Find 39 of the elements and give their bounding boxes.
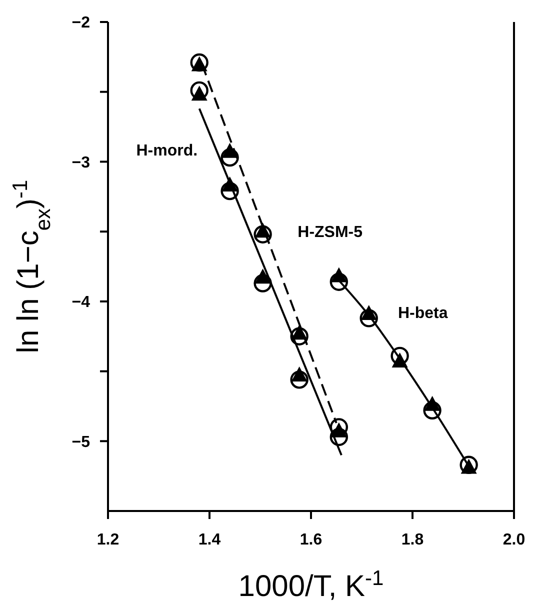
point bbox=[390, 346, 409, 366]
x-tick-label: 1.4 bbox=[198, 531, 221, 548]
y-tick-label: −3 bbox=[72, 154, 90, 172]
point bbox=[330, 428, 348, 446]
point bbox=[290, 327, 308, 346]
point bbox=[330, 267, 347, 282]
point bbox=[330, 272, 348, 291]
x-tick-label: 1.8 bbox=[401, 531, 424, 548]
x-axis-title: 1000/T, K$^{-1}$ bbox=[238, 566, 384, 603]
y-tick-label: −5 bbox=[72, 434, 90, 451]
point bbox=[254, 268, 271, 284]
point bbox=[220, 148, 239, 167]
point bbox=[220, 182, 239, 200]
point bbox=[291, 366, 308, 382]
point bbox=[222, 142, 238, 158]
series-label: H-beta bbox=[398, 305, 448, 322]
point bbox=[291, 324, 308, 340]
point bbox=[460, 456, 478, 474]
point bbox=[460, 458, 477, 474]
x-tick-label: 1.6 bbox=[300, 531, 322, 548]
point bbox=[392, 352, 408, 368]
x-tick-label: 2.0 bbox=[502, 531, 526, 548]
point bbox=[254, 225, 272, 244]
point bbox=[222, 176, 238, 192]
point bbox=[360, 309, 378, 328]
point bbox=[254, 274, 272, 292]
series-label: H-ZSM-5 bbox=[298, 224, 363, 242]
point bbox=[423, 401, 442, 420]
series-label: H-mord. bbox=[136, 142, 198, 160]
x-tick-label: 1.2 bbox=[96, 531, 120, 548]
point bbox=[290, 370, 308, 389]
y-tick-label: −2 bbox=[72, 14, 90, 32]
point bbox=[330, 422, 347, 438]
point bbox=[424, 396, 440, 411]
point bbox=[191, 56, 208, 72]
point bbox=[191, 86, 208, 101]
y-tick-label: −4 bbox=[72, 294, 90, 312]
point bbox=[254, 222, 271, 238]
point bbox=[360, 305, 377, 320]
